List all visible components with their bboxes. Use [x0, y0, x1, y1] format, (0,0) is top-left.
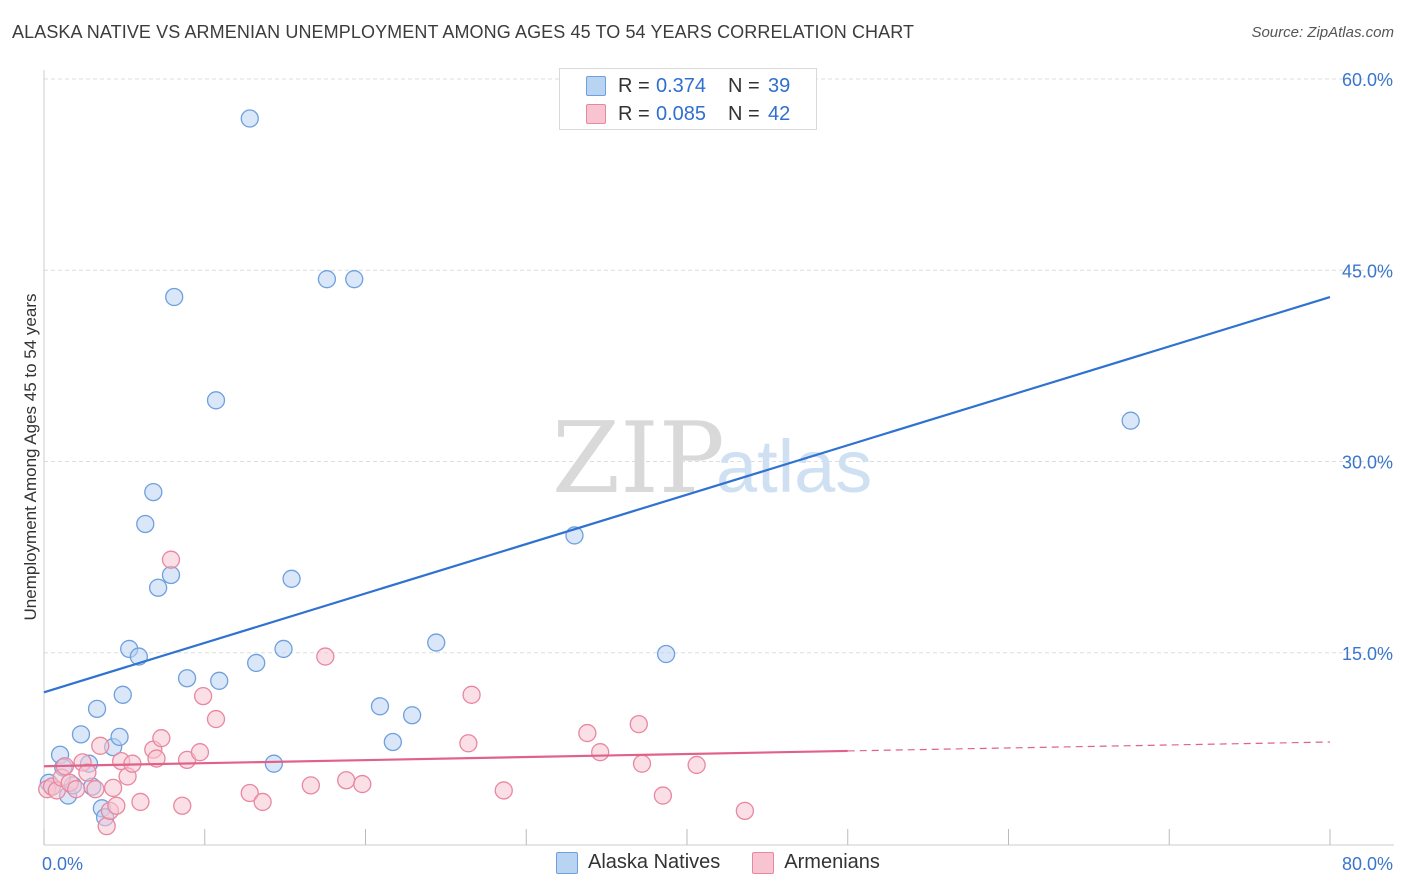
blue-swatch [586, 76, 606, 96]
armenian-point [653, 786, 673, 805]
alaska-native-point [165, 287, 184, 307]
legend-item-alaska-natives[interactable]: Alaska Natives [556, 851, 720, 874]
alaska-native-point [144, 482, 163, 502]
alaska-native-point [148, 578, 168, 597]
alaska-native-point [274, 639, 293, 659]
alaska-native-point [247, 653, 266, 673]
armenians-trend-line [43, 749, 848, 768]
watermark: ZIP atlas [552, 402, 872, 516]
alaska-native-point [87, 699, 107, 718]
alaska-native-point [427, 633, 446, 652]
series-legend: Alaska Natives Armenians [556, 851, 912, 874]
alaska-native-point [113, 685, 132, 704]
armenian-point [353, 774, 372, 794]
n-value: 39 [768, 74, 791, 97]
pink-swatch [586, 104, 606, 124]
legend-label: Alaska Natives [588, 851, 721, 873]
armenian-point [591, 743, 610, 762]
watermark-zip: ZIP [552, 402, 725, 516]
n-label: N = [728, 102, 760, 125]
y-tick-label: 30.0% [1342, 453, 1393, 473]
armenian-point [629, 715, 648, 734]
alaska-native-point [282, 569, 301, 588]
armenian-point [494, 781, 513, 800]
legend-item-armenians[interactable]: Armenians [752, 851, 880, 874]
source-label: Source: ZipAtlas.com [1251, 24, 1394, 41]
grid-layer [44, 78, 1394, 654]
label-layer: 15.0% 30.0% 45.0% 60.0% 0.0% 80.0% [42, 70, 1393, 874]
alaska-native-point [110, 727, 129, 747]
alaska-native-point [1121, 411, 1140, 430]
alaska-native-point [656, 644, 676, 664]
armenian-point [301, 776, 320, 795]
armenian-point [107, 796, 126, 815]
armenian-point [161, 550, 181, 569]
armenian-point [152, 729, 171, 748]
armenian-point [103, 778, 123, 798]
legend-label: Armenians [784, 851, 880, 873]
r-value: 0.085 [656, 102, 707, 125]
armenian-point [687, 755, 706, 775]
alaska-native-point [345, 270, 364, 289]
trend-layer [43, 295, 1331, 768]
stats-legend: R = 0.374 N = 39 R = 0.085 N = 42 [559, 68, 817, 130]
r-label: R = [618, 74, 650, 97]
chart-title: ALASKA NATIVE VS ARMENIAN UNEMPLOYMENT A… [12, 22, 915, 42]
alaska-native-point [402, 706, 422, 725]
blue-swatch [556, 851, 578, 874]
armenian-point [97, 817, 116, 836]
y-tick-label: 15.0% [1342, 644, 1393, 664]
alaska-native-point [177, 669, 197, 688]
alaska-native-point [161, 565, 181, 585]
alaska-native-point [206, 391, 226, 410]
armenian-point [253, 792, 272, 812]
armenian-point [67, 780, 86, 799]
r-label: R = [618, 102, 650, 125]
armenian-point [193, 686, 213, 706]
armenian-point [206, 709, 226, 729]
alaska-native-point [71, 725, 91, 744]
armenian-point [86, 780, 105, 799]
y-tick-label: 45.0% [1342, 261, 1393, 281]
alaska-native-point [370, 697, 390, 716]
armenian-point [459, 734, 478, 753]
alaska-native-point [317, 270, 337, 289]
armenian-point [337, 771, 356, 790]
armenian-point [462, 685, 481, 704]
armenian-point [78, 763, 97, 782]
y-tick-label: 60.0% [1342, 70, 1393, 90]
armenian-point [735, 801, 755, 820]
stats-row-alaska-natives: R = 0.374 N = 39 [560, 72, 790, 100]
stats-row-armenians: R = 0.085 N = 42 [560, 100, 790, 128]
armenian-point [131, 792, 150, 812]
alaska-native-point [264, 754, 284, 773]
armenian-point [316, 647, 335, 666]
alaska-native-point [383, 732, 402, 752]
watermark-atlas: atlas [716, 425, 872, 508]
armenian-point [190, 743, 210, 762]
n-value: 42 [768, 102, 791, 125]
alaska-native-point [210, 671, 229, 690]
alaska-native-point [240, 109, 259, 128]
y-axis-label: Unemployment Among Ages 45 to 54 years [21, 294, 40, 621]
points-layer [38, 109, 1140, 836]
armenian-point [147, 749, 166, 768]
x-tick-label: 80.0% [1342, 854, 1393, 874]
x-tick-label: 0.0% [42, 854, 83, 874]
r-value: 0.374 [656, 74, 707, 97]
armenian-point [578, 723, 597, 743]
armenian-point [240, 783, 259, 803]
armenian-point [91, 736, 110, 755]
armenians-trend-extension [847, 741, 1331, 752]
armenian-point [173, 796, 192, 815]
n-label: N = [728, 74, 760, 97]
pink-swatch [752, 851, 775, 874]
armenian-point [632, 754, 652, 773]
axis-layer [43, 70, 1394, 846]
alaska-natives-trend-line [43, 295, 1331, 694]
alaska-native-point [136, 514, 155, 534]
